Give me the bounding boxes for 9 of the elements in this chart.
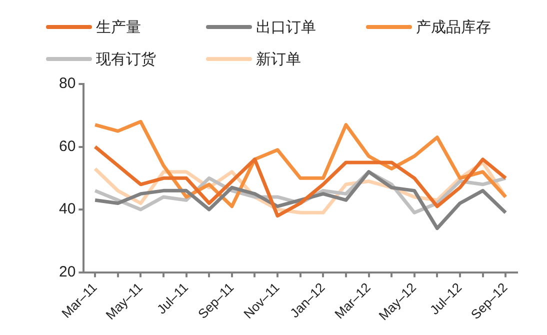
legend-label: 出口订单 [256,18,316,36]
legend-label: 新订单 [256,50,301,68]
y-tick-label: 20 [58,263,76,280]
y-tick-label: 80 [58,75,76,92]
y-tick-label: 60 [58,138,76,155]
legend-label: 产成品库存 [416,18,491,36]
legend-label: 生产量 [96,18,141,36]
y-tick-label: 40 [58,200,76,218]
legend-label: 现有订货 [96,50,156,68]
